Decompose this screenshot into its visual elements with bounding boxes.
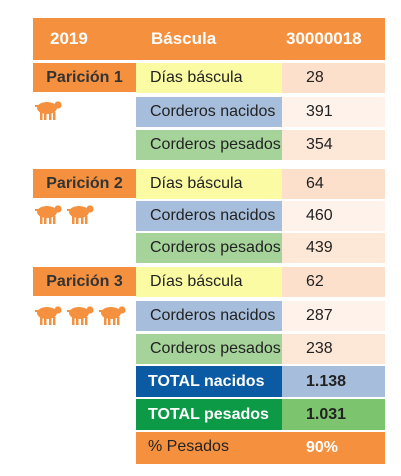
total-pesados-value: 1.031 bbox=[282, 399, 385, 430]
corderos-pesados-label: Corderos pesados bbox=[136, 130, 282, 160]
paricion-3-label: Parición 3 bbox=[33, 267, 136, 296]
paricion-1-label: Parición 1 bbox=[33, 63, 136, 92]
corderos-nacidos-value: 287 bbox=[282, 301, 385, 331]
sheep-icon bbox=[35, 205, 62, 224]
corderos-nacidos-value: 391 bbox=[282, 97, 385, 127]
dias-bascula-label: Días báscula bbox=[136, 63, 282, 93]
table-header: 2019 Báscula 30000018 bbox=[33, 18, 385, 60]
corderos-nacidos-label: Corderos nacidos bbox=[136, 97, 282, 127]
corderos-pesados-value: 439 bbox=[282, 233, 385, 263]
dias-bascula-label: Días báscula bbox=[136, 169, 282, 199]
sheep-icon bbox=[99, 306, 126, 325]
year-header: 2019 bbox=[50, 29, 88, 48]
total-pesados-label: TOTAL pesados bbox=[136, 399, 282, 430]
dias-bascula-value: 28 bbox=[282, 63, 385, 93]
corderos-pesados-value: 354 bbox=[282, 130, 385, 160]
corderos-pesados-label: Corderos pesados bbox=[136, 233, 282, 263]
sheep-icon bbox=[35, 101, 62, 120]
pct-pesados-value: 90% bbox=[282, 432, 385, 464]
total-nacidos-label: TOTAL nacidos bbox=[136, 366, 282, 397]
bascula-id-header: 30000018 bbox=[286, 29, 362, 48]
corderos-nacidos-label: Corderos nacidos bbox=[136, 301, 282, 331]
dias-bascula-label: Días báscula bbox=[136, 267, 282, 297]
corderos-pesados-value: 238 bbox=[282, 334, 385, 364]
total-nacidos-value: 1.138 bbox=[282, 366, 385, 397]
bascula-header: Báscula bbox=[151, 29, 217, 48]
sheep-icon bbox=[35, 306, 62, 325]
sheep-icon bbox=[67, 205, 94, 224]
paricion-2-label: Parición 2 bbox=[33, 169, 136, 198]
sheep-icon bbox=[67, 306, 94, 325]
corderos-nacidos-label: Corderos nacidos bbox=[136, 201, 282, 231]
corderos-pesados-label: Corderos pesados bbox=[136, 334, 282, 364]
corderos-nacidos-value: 460 bbox=[282, 201, 385, 231]
dias-bascula-value: 62 bbox=[282, 267, 385, 297]
pct-pesados-label: % Pesados bbox=[136, 432, 282, 464]
dias-bascula-value: 64 bbox=[282, 169, 385, 199]
